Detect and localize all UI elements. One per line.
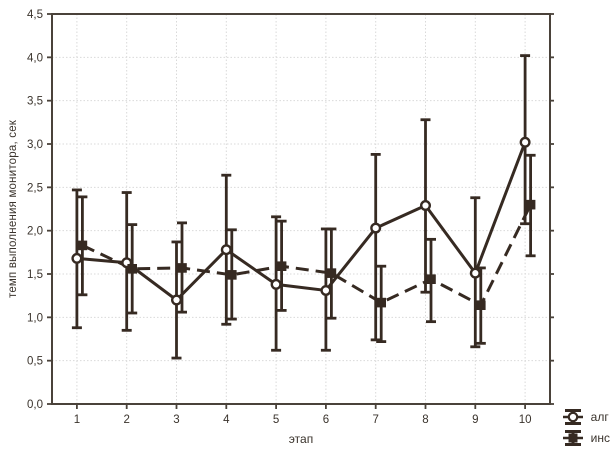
markers-инс — [77, 199, 536, 310]
data-point-алг-6 — [320, 284, 332, 296]
x-axis-title: этап — [288, 432, 314, 446]
y-tick-label: 3,5 — [27, 96, 43, 108]
data-point-инс-3 — [177, 263, 187, 273]
data-point-инс-4 — [227, 270, 237, 280]
markers-алг — [71, 136, 531, 306]
data-point-инс-1 — [77, 240, 88, 251]
data-point-инс-8 — [426, 274, 436, 284]
data-point-алг-1 — [71, 252, 83, 264]
series-line-алг — [76, 141, 527, 302]
x-tick-label: 9 — [472, 414, 478, 426]
x-tick-label: 10 — [519, 414, 532, 426]
x-tick-label: 3 — [173, 414, 179, 426]
x-tick-label: 8 — [422, 414, 428, 426]
x-tick-label: 1 — [74, 414, 80, 426]
y-tick-label: 0,5 — [27, 356, 43, 368]
gridlines — [52, 14, 550, 404]
y-tick-label: 1,5 — [27, 269, 43, 281]
data-point-алг-3 — [170, 294, 182, 306]
data-point-алг-10 — [519, 136, 531, 148]
x-tick-labels: 1 2 3 4 5 6 7 8 9 10 — [74, 414, 532, 426]
data-point-инс-10 — [525, 199, 536, 210]
y-tick-label: 0,0 — [27, 399, 43, 411]
data-point-алг-9 — [469, 267, 481, 279]
data-point-алг-5 — [270, 278, 282, 290]
legend-item-ins: инс — [562, 427, 610, 448]
plot-frame — [51, 13, 551, 405]
legend-label-ins: инс — [590, 430, 610, 445]
data-point-инс-9 — [476, 300, 486, 310]
error-bars-инс — [77, 153, 536, 345]
y-tick-labels: 0,0 0,5 1,0 1,5 2,0 2,5 3,0 3,5 4,0 4,5 — [27, 9, 43, 411]
ins-error-bar-square-icon — [562, 429, 583, 446]
data-point-инс-6 — [326, 268, 337, 278]
legend-item-alg: алг — [562, 406, 609, 427]
y-axis-title: темп выполнения монитора, сек — [7, 119, 19, 299]
x-tick-label: 2 — [123, 414, 129, 426]
series-line-инс — [81, 204, 532, 308]
legend-label-alg: алг — [590, 409, 609, 424]
y-tick-label: 1,0 — [27, 312, 43, 324]
y-tick-label: 2,0 — [27, 226, 43, 238]
y-tick-label: 2,5 — [27, 182, 43, 194]
data-point-инс-5 — [276, 261, 287, 271]
data-point-инс-2 — [127, 264, 137, 274]
data-point-алг-8 — [420, 200, 432, 212]
y-tick-label: 3,0 — [27, 139, 43, 151]
y-tick-label: 4,0 — [27, 52, 43, 64]
alg-error-bar-circle-icon — [562, 408, 583, 425]
data-point-алг-4 — [220, 244, 232, 256]
x-tick-label: 7 — [372, 414, 378, 426]
x-tick-label: 4 — [223, 414, 230, 426]
x-tick-label: 5 — [273, 414, 279, 426]
legend: алг инс — [562, 406, 610, 448]
x-tick-label: 6 — [323, 414, 329, 426]
y-tick-label: 4,5 — [27, 9, 43, 21]
axis-ticks — [47, 13, 554, 409]
data-point-инс-7 — [376, 297, 386, 308]
data-point-алг-7 — [370, 222, 382, 234]
